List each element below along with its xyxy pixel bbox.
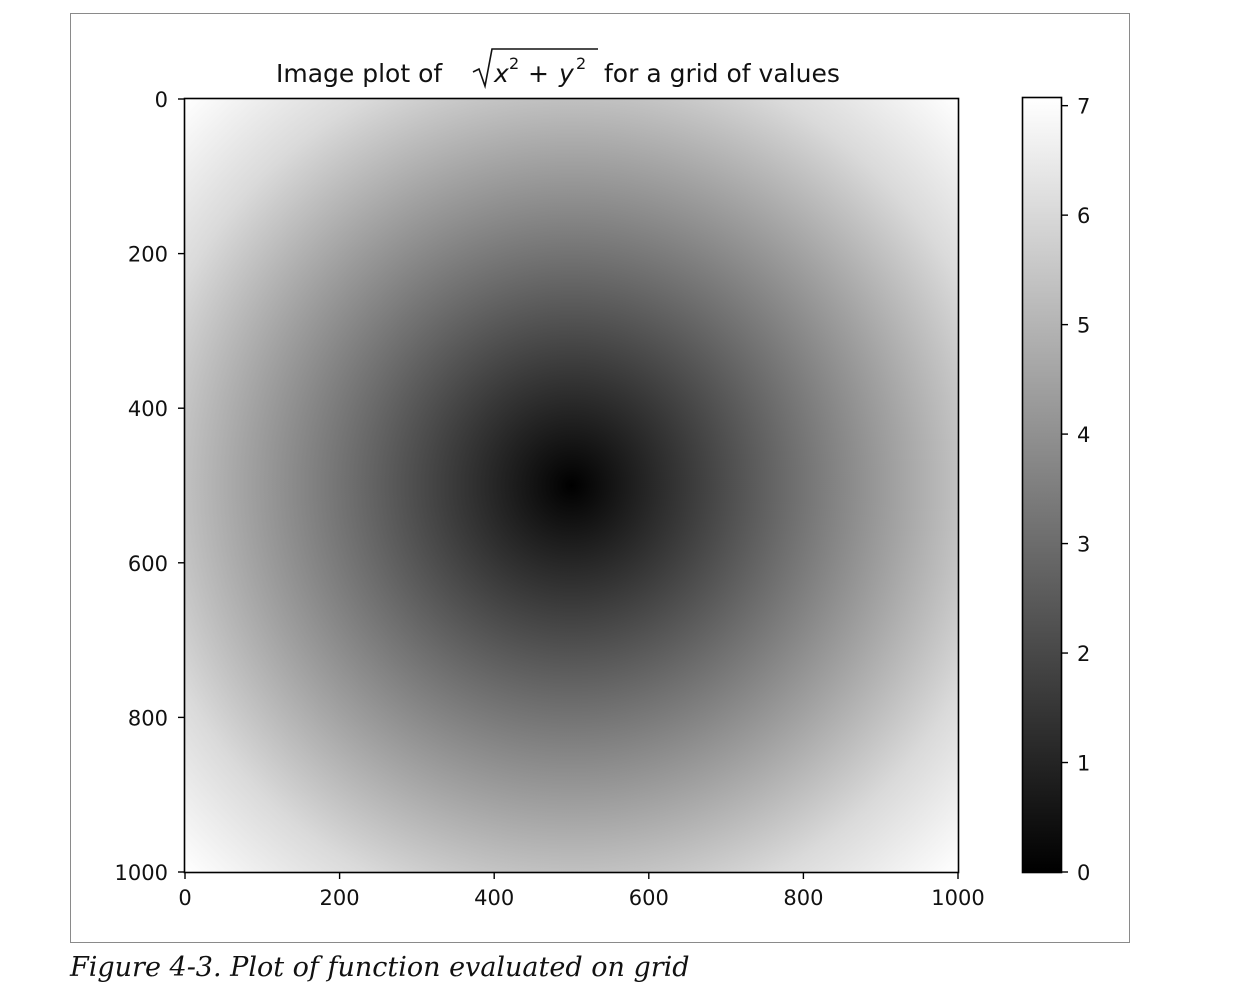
colorbar-axis: 0 1 2 3 4 5 6 7 bbox=[1061, 95, 1090, 885]
title-prefix: Image plot of bbox=[276, 59, 443, 88]
figure-caption: Figure 4-3. Plot of function evaluated o… bbox=[70, 952, 690, 983]
y-tick-label: 200 bbox=[128, 243, 168, 267]
colorbar-tick-label: 0 bbox=[1077, 861, 1090, 885]
chart-title: Image plot of bbox=[276, 59, 443, 88]
math-plus: + bbox=[528, 59, 549, 88]
colorbar-tick-label: 7 bbox=[1077, 95, 1090, 119]
y-tick-label: 0 bbox=[155, 88, 168, 112]
colorbar-tick-label: 5 bbox=[1077, 314, 1090, 338]
x-tick-label: 0 bbox=[178, 886, 191, 910]
colorbar bbox=[1023, 98, 1061, 872]
math-y: y bbox=[558, 59, 575, 88]
x-tick-label: 1000 bbox=[931, 886, 984, 910]
math-x-exp: 2 bbox=[509, 54, 519, 73]
colorbar-frame bbox=[1021, 96, 1063, 874]
plot-frame bbox=[183, 97, 960, 874]
title-math: x 2 + y 2 bbox=[472, 48, 598, 90]
y-tick-label: 600 bbox=[128, 552, 168, 576]
image-plot bbox=[185, 99, 958, 872]
x-tick-label: 400 bbox=[474, 886, 514, 910]
colorbar-tick-label: 1 bbox=[1077, 752, 1090, 776]
y-tick-label: 400 bbox=[128, 397, 168, 421]
y-tick-label: 1000 bbox=[115, 861, 168, 885]
sqrt-sign bbox=[472, 48, 598, 90]
colorbar-tick-label: 4 bbox=[1077, 423, 1090, 447]
x-tick-label: 600 bbox=[629, 886, 669, 910]
y-axis: 0 200 400 600 800 1000 bbox=[115, 88, 185, 885]
title-suffix: for a grid of values bbox=[604, 59, 840, 88]
x-tick-label: 200 bbox=[320, 886, 360, 910]
math-y-exp: 2 bbox=[576, 54, 586, 73]
x-tick-label: 800 bbox=[783, 886, 823, 910]
colorbar-tick-label: 3 bbox=[1077, 533, 1090, 557]
colorbar-tick-label: 6 bbox=[1077, 204, 1090, 228]
y-tick-label: 800 bbox=[128, 706, 168, 730]
chart: Image plot of x 2 + y 2 for a grid of va… bbox=[115, 48, 1090, 910]
x-axis: 0 200 400 600 800 1000 bbox=[178, 872, 985, 910]
math-x: x bbox=[493, 59, 509, 88]
colorbar-tick-label: 2 bbox=[1077, 642, 1090, 666]
